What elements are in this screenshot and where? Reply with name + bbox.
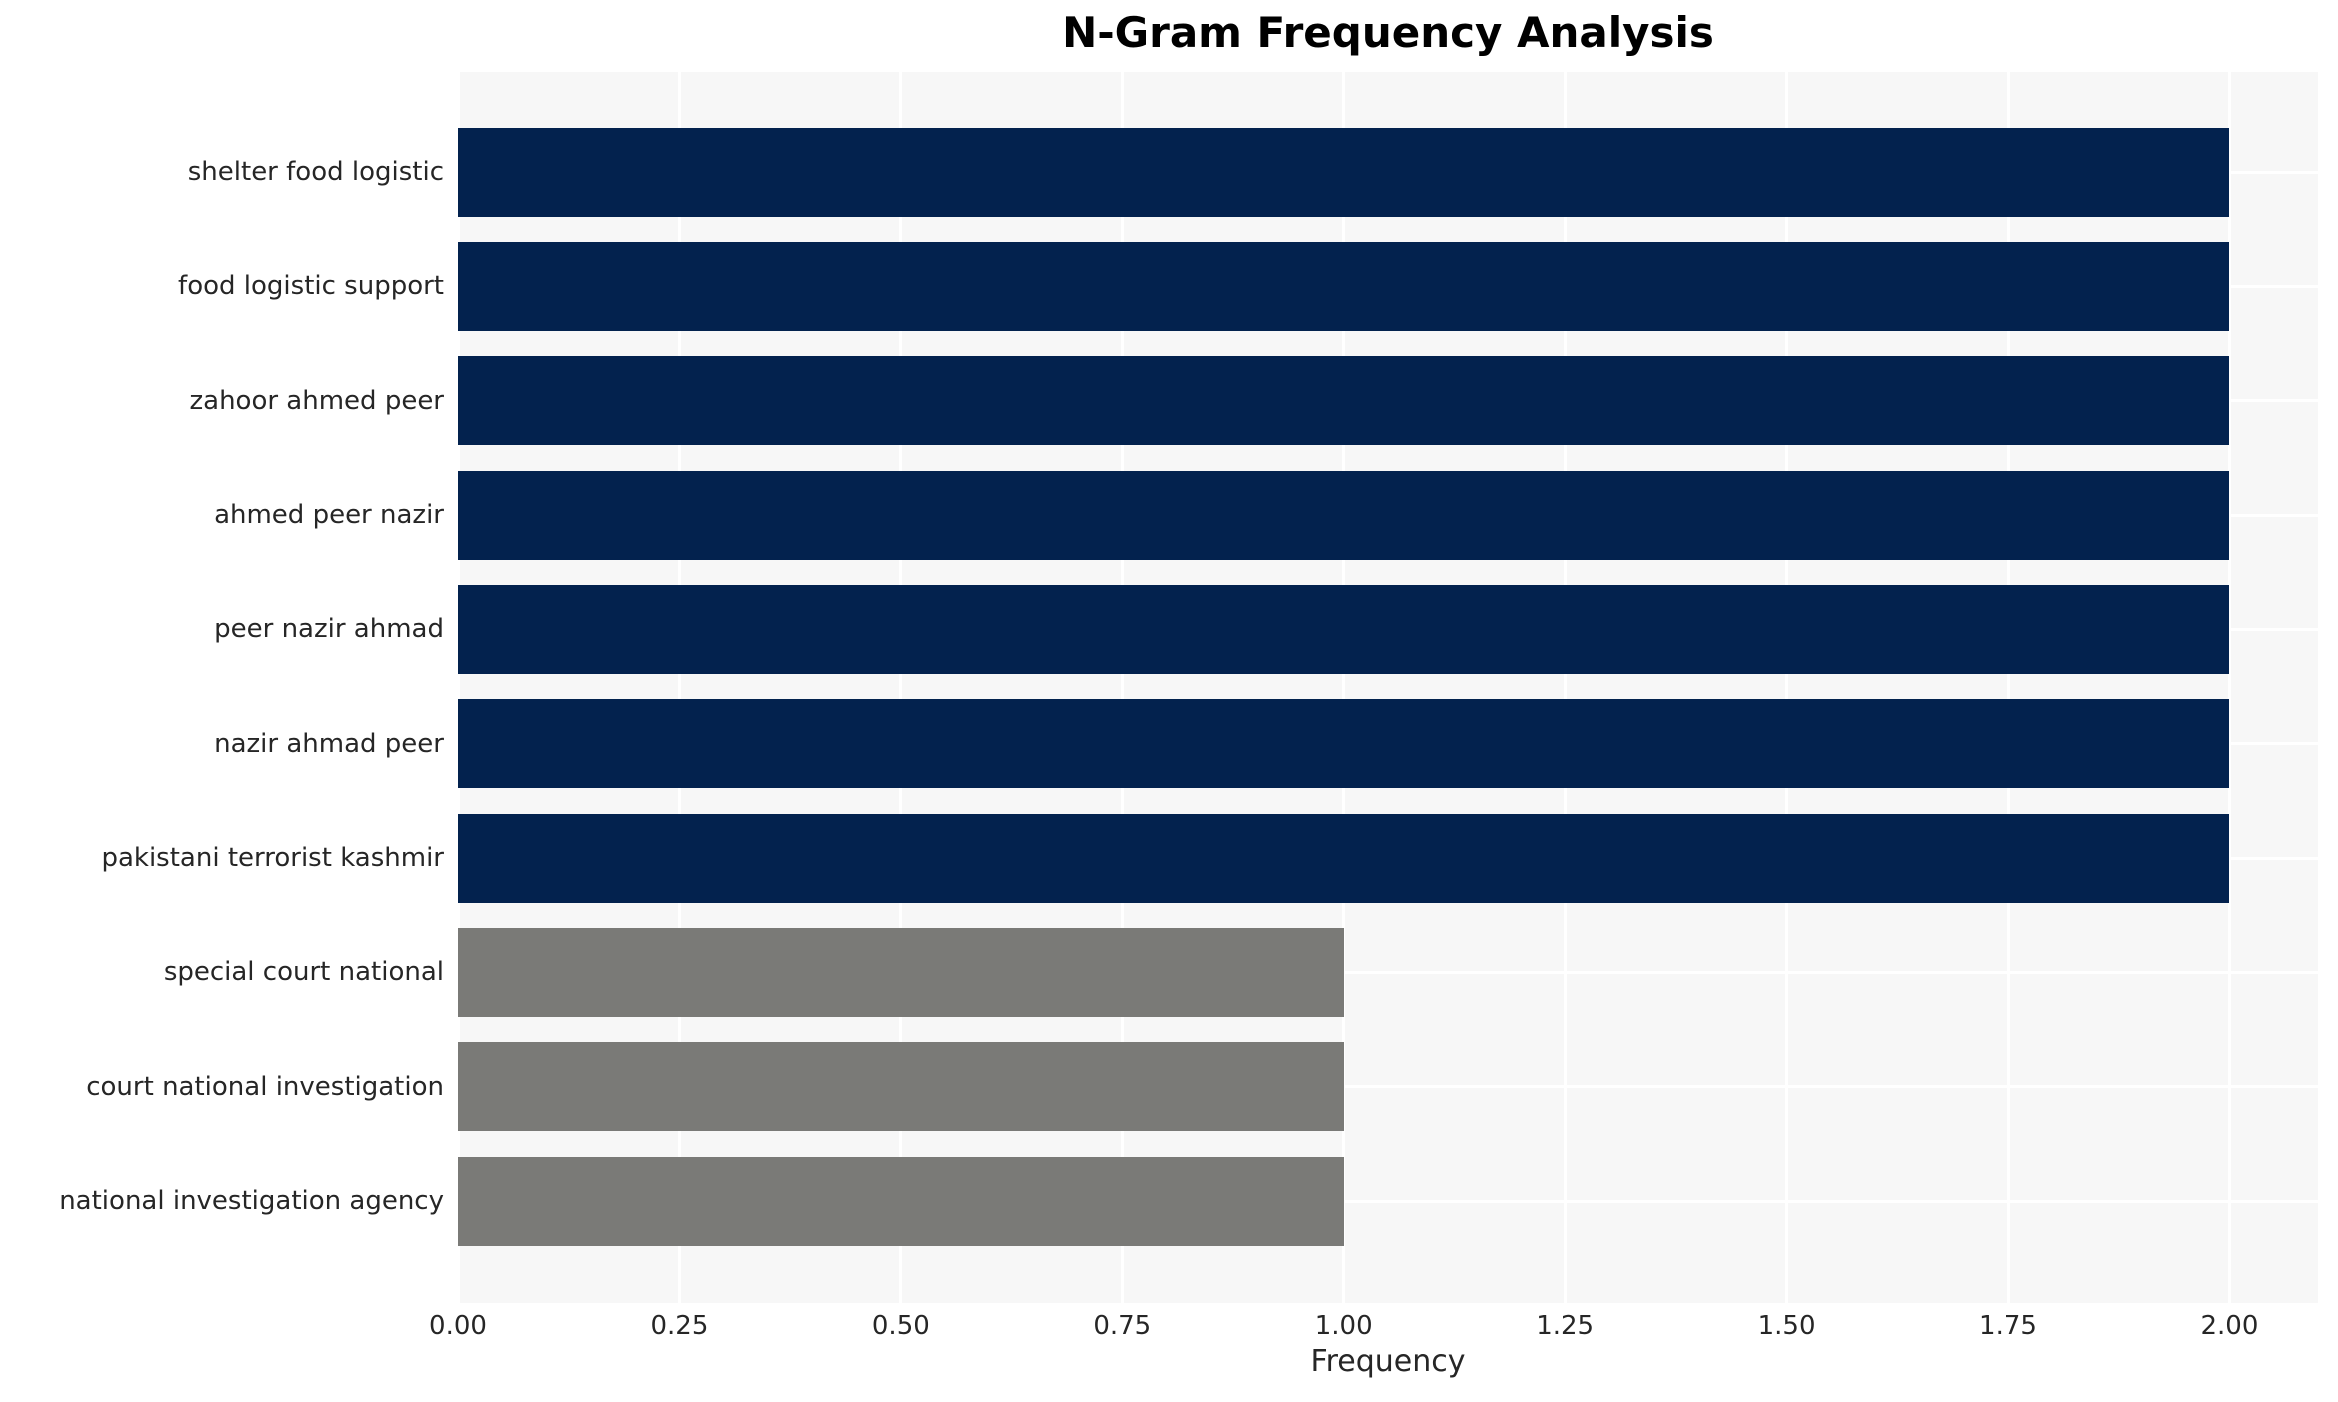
plot-area [456, 72, 2318, 1303]
x-gridline [677, 72, 681, 1303]
x-tick-label: 1.50 [1757, 1311, 1816, 1341]
y-tick-label: court national investigation [86, 1071, 444, 1102]
y-tick-label: national investigation agency [59, 1186, 444, 1217]
x-gridline [1785, 72, 1789, 1303]
bar-zahoor-ahmed-peer [458, 356, 2230, 446]
y-tick-label: pakistani terrorist kashmir [101, 843, 444, 874]
y-tick-label: zahoor ahmed peer [189, 385, 444, 416]
x-tick-label: 0.75 [1093, 1311, 1152, 1341]
x-gridline [2006, 72, 2010, 1303]
x-gridline [456, 72, 460, 1303]
x-tick-label: 2.00 [2200, 1311, 2259, 1341]
x-gridline [1563, 72, 1567, 1303]
y-tick-label: special court national [163, 957, 444, 988]
bar-peer-nazir-ahmad [458, 584, 2230, 674]
y-gridline [458, 1199, 2318, 1203]
bar-food-logistic-support [458, 241, 2230, 331]
bar-court-national-investigation [458, 1042, 1344, 1132]
x-gridline [1342, 72, 1346, 1303]
x-tick-label: 1.00 [1314, 1311, 1373, 1341]
x-tick-label: 0.50 [871, 1311, 930, 1341]
bar-nazir-ahmad-peer [458, 699, 2230, 789]
bar-special-court-national [458, 927, 1344, 1017]
y-tick-label: nazir ahmad peer [214, 728, 444, 759]
x-gridline [1120, 72, 1124, 1303]
y-gridline [458, 970, 2318, 974]
x-tick-label: 1.75 [1979, 1311, 2037, 1341]
x-tick-label: 0.25 [650, 1311, 709, 1341]
y-tick-label: food logistic support [178, 271, 444, 302]
x-tick-label: 1.25 [1536, 1311, 1595, 1341]
x-gridline [2227, 72, 2231, 1303]
y-tick-label: peer nazir ahmad [214, 614, 444, 645]
x-axis-label: Frequency [1310, 1344, 1466, 1379]
x-tick-label: 0.00 [429, 1311, 487, 1341]
x-gridline [899, 72, 903, 1303]
bar-ahmed-peer-nazir [458, 470, 2230, 560]
bar-pakistani-terrorist-kashmir [458, 813, 2230, 903]
chart-title: N-Gram Frequency Analysis [1062, 8, 1714, 57]
bar-shelter-food-logistic [458, 127, 2230, 217]
y-tick-label: shelter food logistic [187, 157, 444, 188]
bar-national-investigation-agency [458, 1156, 1344, 1246]
y-tick-label: ahmed peer nazir [214, 500, 444, 531]
y-gridline [458, 1085, 2318, 1089]
